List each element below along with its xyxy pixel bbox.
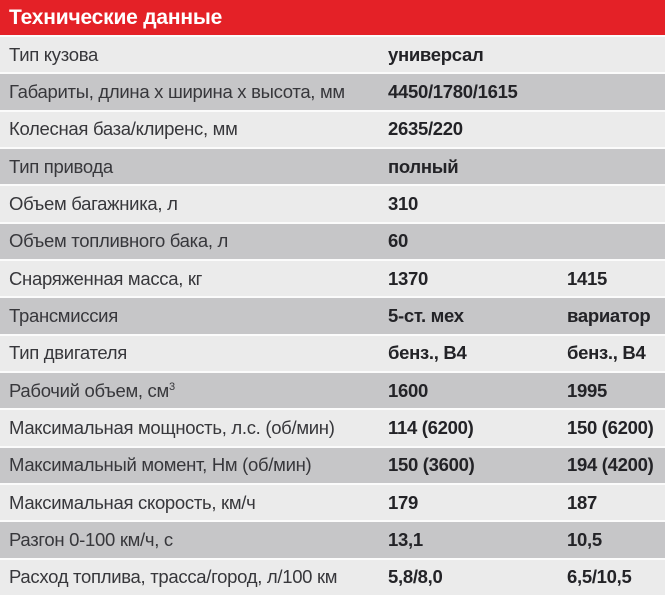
table-row: Тип двигателя бенз., В4 бенз., В4 (0, 335, 665, 371)
spec-label: Расход топлива, трасса/город, л/100 км (9, 566, 338, 588)
spec-value-2: 1415 (567, 267, 607, 289)
spec-value-2: 6,5/10,5 (567, 566, 632, 588)
spec-value-1: 310 (388, 192, 418, 214)
spec-label: Колесная база/клиренс, мм (9, 118, 238, 140)
spec-label: Тип двигателя (9, 342, 128, 364)
table-row: Габариты, длина х ширина х высота, мм 44… (0, 74, 665, 110)
table-row: Максимальная мощность, л.с. (об/мин) 114… (0, 410, 665, 446)
spec-value-1: 1600 (388, 379, 428, 401)
table-header: Технические данные (0, 0, 665, 35)
spec-value-1: 60 (388, 230, 408, 252)
table-row: Колесная база/клиренс, мм 2635/220 (0, 111, 665, 147)
table-row: Максимальная скорость, км/ч 179 187 (0, 484, 665, 521)
spec-value-2: 10,5 (567, 528, 602, 550)
spec-value-1: 179 (388, 491, 418, 513)
spec-label: Рабочий объем, см3 (9, 379, 175, 401)
spec-label: Тип привода (9, 155, 113, 177)
spec-value-2: 194 (4200) (567, 454, 654, 476)
table-row: Объем топливного бака, л 60 (0, 223, 665, 259)
spec-value-1: бенз., В4 (388, 342, 467, 364)
spec-label: Трансмиссия (9, 304, 118, 326)
spec-value-2: 187 (567, 491, 597, 513)
spec-value-1: универсал (388, 43, 484, 65)
spec-label: Максимальная скорость, км/ч (9, 491, 256, 513)
spec-value-1: 5-ст. мех (388, 304, 464, 326)
spec-label: Снаряженная масса, кг (9, 267, 203, 289)
spec-value-1: 5,8/8,0 (388, 566, 443, 588)
table-row: Разгон 0-100 км/ч, с 13,1 10,5 (0, 522, 665, 558)
spec-value-1: 150 (3600) (388, 454, 475, 476)
table-row: Максимальный момент, Нм (об/мин) 150 (36… (0, 447, 665, 483)
spec-value-2: 150 (6200) (567, 416, 654, 438)
spec-value-1: 13,1 (388, 528, 423, 550)
spec-label: Габариты, длина х ширина х высота, мм (9, 80, 345, 102)
spec-label: Объем топливного бака, л (9, 230, 229, 252)
spec-value-2: бенз., В4 (567, 342, 646, 364)
spec-label: Тип кузова (9, 43, 99, 65)
table-row: Тип привода полный (0, 148, 665, 185)
spec-label: Разгон 0-100 км/ч, с (9, 528, 173, 550)
spec-label: Максимальная мощность, л.с. (об/мин) (9, 416, 335, 438)
page-title: Технические данные (9, 5, 223, 29)
table-row: Трансмиссия 5-ст. мех вариатор (0, 298, 665, 334)
spec-label: Объем багажника, л (9, 192, 178, 214)
spec-label: Максимальный момент, Нм (об/мин) (9, 454, 312, 476)
table-row: Объем багажника, л 310 (0, 186, 665, 222)
table-row: Рабочий объем, см3 1600 1995 (0, 372, 665, 409)
spec-value-2: 1995 (567, 379, 607, 401)
table-row: Расход топлива, трасса/город, л/100 км 5… (0, 559, 665, 595)
spec-value-1: 1370 (388, 267, 428, 289)
spec-value-2: вариатор (567, 304, 651, 326)
spec-value-1: 114 (6200) (388, 416, 474, 438)
spec-value-1: полный (388, 155, 459, 177)
spec-value-1: 4450/1780/1615 (388, 80, 518, 102)
label-superscript: 3 (168, 380, 175, 393)
spec-value-1: 2635/220 (388, 118, 463, 140)
table-row: Тип кузова универсал (0, 37, 665, 73)
table-row: Снаряженная масса, кг 1370 1415 (0, 260, 665, 297)
